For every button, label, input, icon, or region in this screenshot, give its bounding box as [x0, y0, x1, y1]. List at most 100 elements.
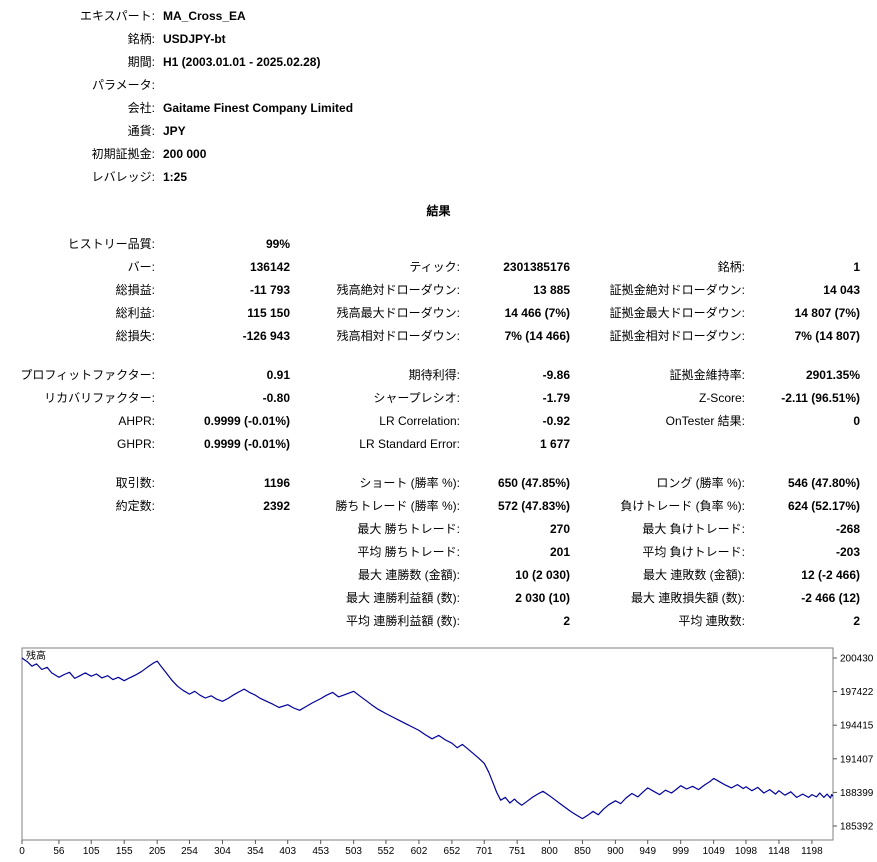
result-value: 0.9999 (-0.01%) — [203, 436, 290, 451]
result-value: 7% (14 466) — [504, 328, 570, 343]
result-label: LR Correlation: — [379, 413, 460, 428]
result-value: -9.86 — [542, 367, 570, 382]
header-value: MA_Cross_EA — [163, 8, 246, 23]
header-row: 初期証拠金: 200 000 — [0, 142, 877, 165]
result-value: 572 (47.83%) — [497, 498, 570, 513]
result-value: -11 793 — [249, 282, 290, 297]
result-value: -0.80 — [262, 390, 290, 405]
header-row: 期間: H1 (2003.01.01 - 2025.02.28) — [0, 50, 877, 73]
result-label: 平均 勝ちトレード: — [357, 545, 460, 559]
header-label: エキスパート: — [80, 9, 155, 23]
header-value: 200 000 — [163, 146, 207, 161]
result-value: -268 — [835, 521, 860, 536]
result-value: 2 — [563, 613, 570, 628]
result-label: 総損益: — [115, 283, 155, 297]
result-value: 14 807 (7%) — [794, 305, 860, 320]
header-label: 会社: — [127, 101, 155, 115]
result-value: 2 030 (10) — [515, 590, 570, 605]
x-tick-label: 701 — [476, 846, 493, 857]
result-label: 証拠金相対ドローダウン: — [609, 329, 745, 343]
x-tick-label: 453 — [312, 846, 329, 857]
result-value: 14 043 — [823, 282, 860, 297]
result-label: 最大 勝ちトレード: — [357, 522, 460, 536]
result-label: 証拠金絶対ドローダウン: — [609, 283, 745, 297]
result-value: -1.79 — [542, 390, 570, 405]
result-label: 平均 連勝利益額 (数): — [346, 614, 460, 628]
result-value: -0.92 — [542, 413, 570, 428]
result-label: 平均 連敗数: — [678, 614, 745, 628]
result-value: 1 677 — [539, 436, 570, 451]
chart-legend-balance: 残高 — [26, 649, 46, 662]
x-tick-label: 254 — [181, 846, 198, 857]
result-label: 残高絶対ドローダウン: — [336, 283, 460, 297]
header-label: 通貨: — [127, 124, 155, 138]
result-label: OnTester 結果: — [665, 414, 745, 428]
result-label: ショート (勝率 %): — [359, 476, 460, 490]
result-value: 10 (2 030) — [515, 567, 570, 582]
x-tick-label: 105 — [83, 846, 100, 857]
result-value: 1 — [853, 259, 860, 274]
result-row: 最大 勝ちトレード: 270 最大 負けトレード: -268 — [0, 517, 877, 540]
result-value: -126 943 — [242, 328, 290, 343]
result-label: シャープレシオ: — [373, 391, 460, 405]
y-tick-label: 200430 — [840, 654, 874, 665]
header-row: エキスパート: MA_Cross_EA — [0, 4, 877, 27]
result-label: 約定数: — [115, 499, 155, 513]
result-value: 546 (47.80%) — [787, 475, 860, 490]
result-value: 2392 — [263, 498, 290, 513]
result-row: 最大 連勝利益額 (数): 2 030 (10) 最大 連敗損失額 (数): -2 4… — [0, 586, 877, 609]
y-tick-label: 185392 — [840, 822, 874, 833]
result-label: バー: — [127, 260, 155, 274]
results-table: ヒストリー品質: 99% バー: 136142 ティック: 2301385176 銘柄: 1 総… — [0, 232, 877, 632]
result-value: 624 (52.17%) — [787, 498, 860, 513]
result-value: 1196 — [263, 475, 290, 490]
x-tick-label: 205 — [149, 846, 166, 857]
result-value: 115 150 — [247, 305, 290, 320]
header-row: レバレッジ: 1:25 — [0, 165, 877, 188]
x-tick-label: 0 — [19, 846, 25, 857]
result-value: 0.91 — [266, 367, 290, 382]
result-row: 約定数: 2392 勝ちトレード (勝率 %): 572 (47.83%) 負けトレード… — [0, 494, 877, 517]
header-label: レバレッジ: — [91, 170, 155, 184]
x-tick-label: 503 — [345, 846, 362, 857]
result-row: 総利益: 115 150 残高最大ドローダウン: 14 466 (7%) 証拠金最大ドロ… — [0, 301, 877, 324]
y-tick-label: 194415 — [840, 721, 874, 732]
result-label: LR Standard Error: — [359, 436, 460, 451]
results-group: 取引数: 1196 ショート (勝率 %): 650 (47.85%) ロング (勝率 … — [0, 471, 877, 632]
result-label: 最大 連勝利益額 (数): — [346, 591, 460, 605]
result-value: 99% — [265, 236, 290, 251]
result-row: 取引数: 1196 ショート (勝率 %): 650 (47.85%) ロング (勝率 … — [0, 471, 877, 494]
x-tick-label: 354 — [247, 846, 264, 857]
result-value: 13 885 — [533, 282, 570, 297]
header-row: パラメータ: — [0, 73, 877, 96]
result-row: プロフィットファクター: 0.91 期待利得: -9.86 証拠金維持率: 2901.35… — [0, 363, 877, 386]
result-value: 14 466 (7%) — [504, 305, 570, 320]
result-label: 負けトレード (負率 %): — [620, 499, 745, 513]
result-label: 最大 連勝数 (金額): — [358, 568, 460, 582]
result-row: 最大 連勝数 (金額): 10 (2 030) 最大 連敗数 (金額): 12 (-2… — [0, 563, 877, 586]
result-label: GHPR: — [116, 436, 155, 451]
result-label: AHPR: — [118, 413, 155, 428]
balance-chart-container: 200430 197422 194415 191407 188399 185392 0 56 1… — [0, 640, 877, 862]
balance-chart: 200430 197422 194415 191407 188399 185392 0 56 1… — [19, 647, 874, 857]
result-label: ティック: — [409, 260, 460, 274]
result-value: 2901.35% — [805, 367, 860, 382]
header-label: 銘柄: — [127, 32, 155, 46]
x-tick-label: 949 — [639, 846, 656, 857]
x-tick-label: 800 — [541, 846, 558, 857]
y-tick-label: 191407 — [840, 754, 874, 765]
result-label: 残高相対ドローダウン: — [336, 329, 460, 343]
result-value: 201 — [549, 544, 570, 559]
result-label: 残高最大ドローダウン: — [336, 306, 460, 320]
x-tick-label: 652 — [444, 846, 461, 857]
result-row: 平均 連勝利益額 (数): 2 平均 連敗数: 2 — [0, 609, 877, 632]
result-value: 2 — [853, 613, 860, 628]
result-label: 証拠金最大ドローダウン: — [609, 306, 745, 320]
result-label: 総利益: — [115, 306, 155, 320]
result-label: プロフィットファクター: — [20, 368, 155, 382]
header-value: JPY — [163, 123, 186, 138]
result-label: 証拠金維持率: — [669, 368, 745, 382]
y-tick-label: 188399 — [840, 788, 874, 799]
x-tick-label: 1098 — [735, 846, 758, 857]
